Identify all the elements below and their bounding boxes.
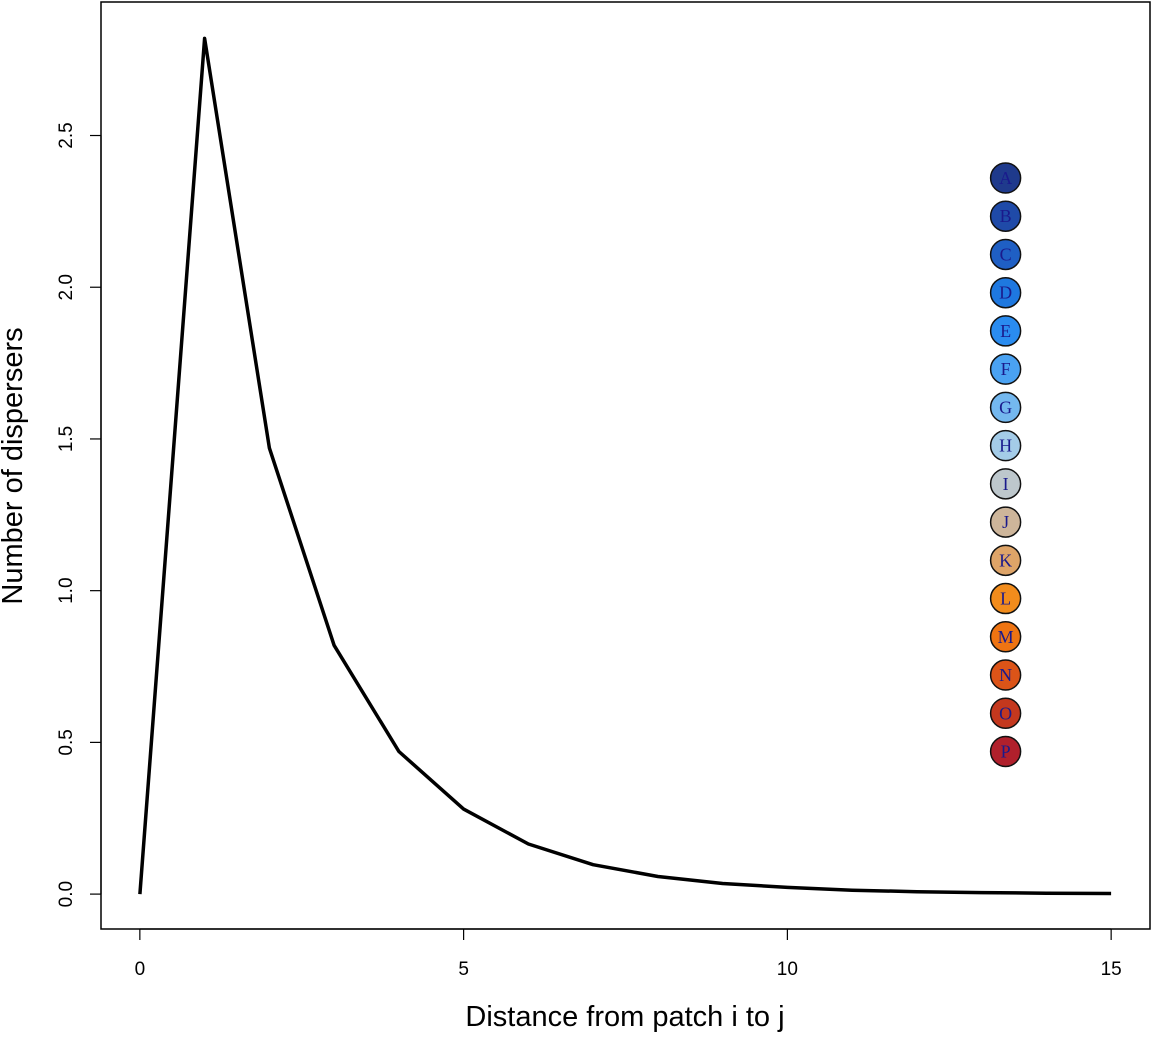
marker-circle	[989, 506, 1022, 538]
marker-label: K	[999, 550, 1012, 570]
marker-label: G	[999, 397, 1012, 417]
marker-circle	[989, 315, 1022, 347]
marker-e: E	[989, 315, 1022, 347]
marker-label: B	[1000, 206, 1012, 226]
series-line	[138, 36, 1112, 896]
marker-p: P	[989, 735, 1022, 768]
marker-circle	[989, 391, 1022, 424]
marker-circle	[989, 276, 1022, 309]
marker-h: H	[989, 429, 1022, 462]
marker-label: N	[999, 665, 1012, 685]
marker-circle	[989, 582, 1022, 615]
y-tick-label: 0.0	[56, 881, 77, 907]
marker-circle	[989, 659, 1022, 691]
marker-circle	[989, 621, 1022, 653]
marker-label: H	[999, 436, 1012, 456]
marker-g: G	[989, 391, 1022, 424]
marker-a: A	[989, 162, 1022, 194]
marker-i: I	[989, 468, 1022, 500]
marker-o: O	[989, 697, 1022, 730]
marker-c: C	[989, 238, 1022, 271]
marker-circle	[989, 162, 1022, 194]
marker-label: I	[1003, 474, 1009, 494]
y-tick-label: 1.5	[56, 426, 77, 452]
marker-circle	[989, 544, 1022, 577]
y-tick-label: 2.5	[56, 122, 77, 148]
marker-label: A	[999, 168, 1012, 188]
y-axis-title: Number of dispersers	[0, 327, 29, 604]
marker-l: L	[989, 582, 1022, 615]
marker-circle	[989, 238, 1022, 271]
marker-f: F	[989, 353, 1022, 385]
x-tick-label: 5	[458, 959, 469, 980]
marker-circle	[989, 697, 1022, 730]
marker-circle	[989, 468, 1022, 500]
y-tick-label: 2.0	[56, 274, 77, 300]
marker-label: O	[999, 703, 1012, 723]
y-tick-label: 0.5	[56, 729, 77, 755]
marker-j: J	[989, 506, 1022, 538]
x-tick-label: 0	[135, 959, 146, 980]
marker-label: L	[1000, 589, 1011, 609]
marker-circle	[989, 429, 1022, 462]
marker-label: C	[1000, 244, 1012, 264]
y-tick-label: 1.0	[56, 577, 77, 603]
marker-label: J	[1002, 512, 1009, 532]
marker-circle	[989, 353, 1022, 385]
marker-circle	[989, 200, 1022, 232]
marker-d: D	[989, 276, 1022, 309]
plot-frame	[100, 1, 1151, 930]
marker-label: F	[1001, 359, 1011, 379]
marker-circle	[989, 735, 1022, 768]
marker-k: K	[989, 544, 1022, 577]
marker-b: B	[989, 200, 1022, 232]
marker-label: D	[999, 283, 1012, 303]
marker-label: M	[998, 627, 1014, 647]
x-axis: 0 5 10 15	[135, 928, 1122, 980]
y-axis: 0.0 0.5 1.0 1.5 2.0 2.5	[56, 122, 102, 907]
marker-n: N	[989, 659, 1022, 691]
series-layer	[138, 36, 1112, 896]
marker-m: M	[989, 621, 1022, 653]
x-axis-title: Distance from patch i to j	[465, 1001, 784, 1033]
marker-label: E	[1000, 321, 1011, 341]
marker-label: P	[1001, 741, 1011, 761]
x-tick-label: 10	[777, 959, 798, 980]
x-tick-label: 15	[1101, 959, 1122, 980]
